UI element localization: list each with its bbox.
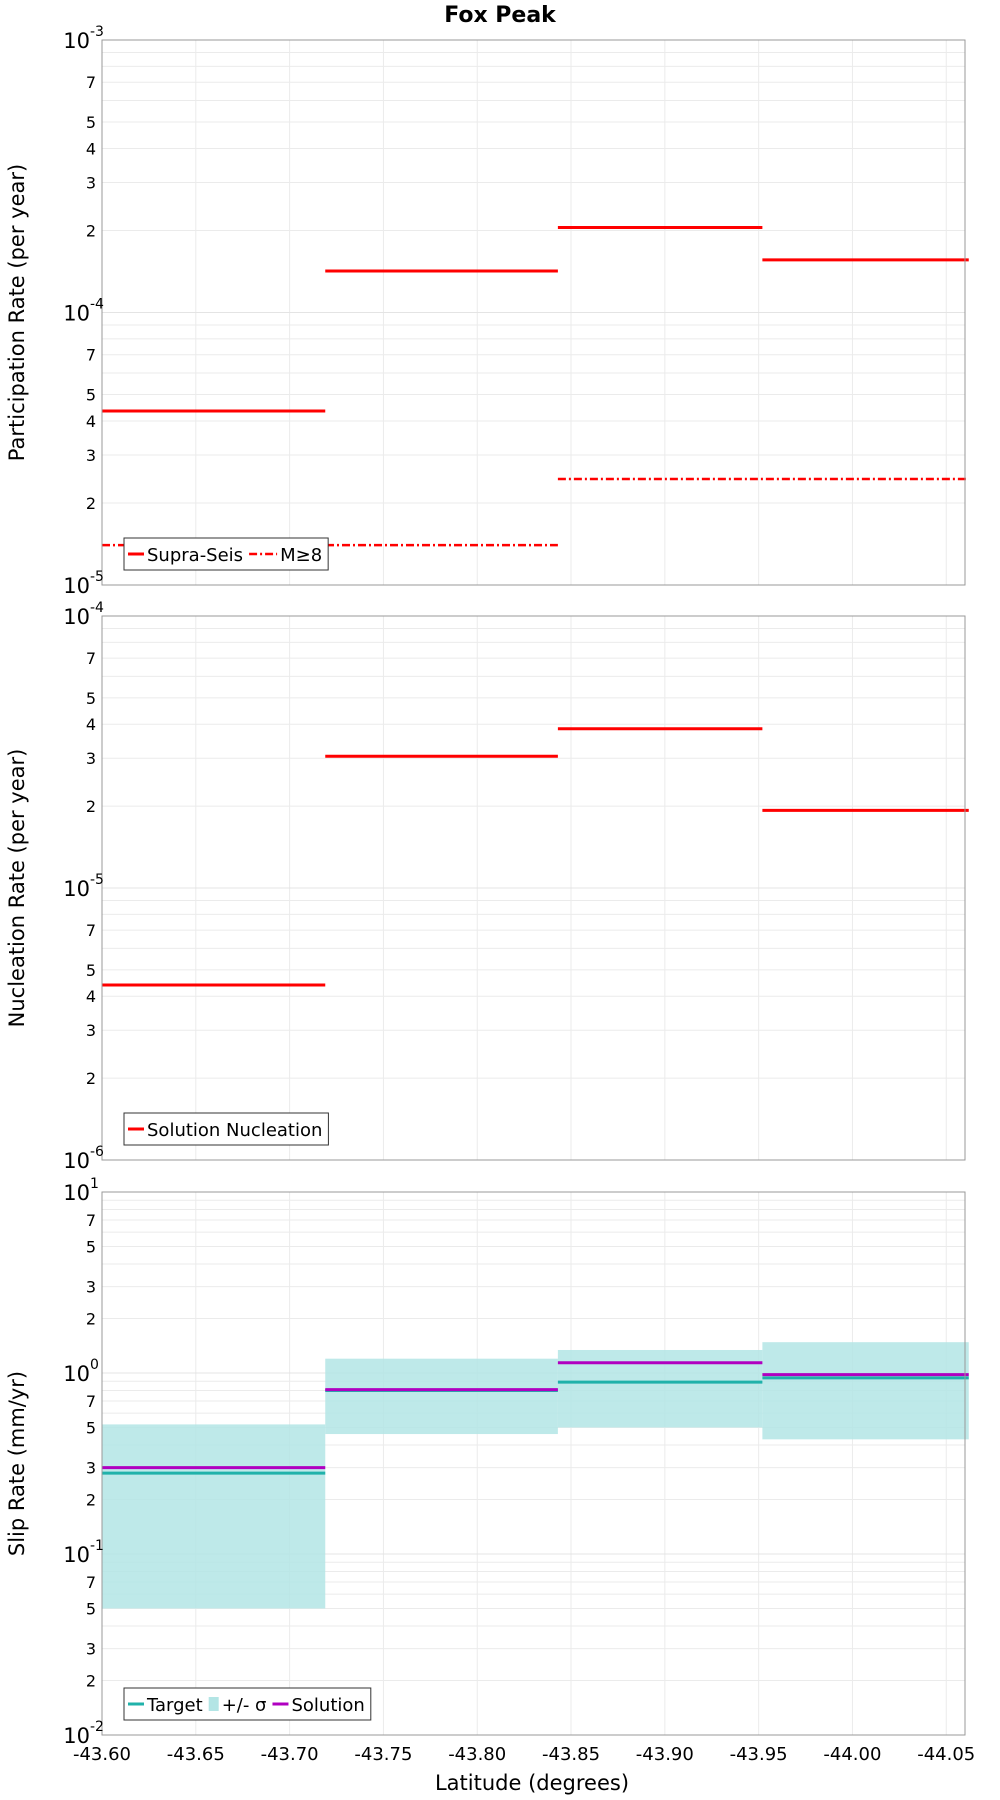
uncertainty-band (762, 1342, 969, 1440)
x-tick-label: -43.80 (448, 1744, 506, 1765)
y-axis-label: Slip Rate (mm/yr) (5, 1371, 29, 1556)
y-tick-label: 3 (86, 749, 96, 768)
y-tick-label: 10 (63, 1181, 90, 1205)
y-tick-label: 5 (86, 1418, 96, 1437)
y-tick-label: 10 (63, 1362, 90, 1386)
legend-box (123, 537, 329, 571)
y-tick-label: 3 (86, 446, 96, 465)
legend-label: Supra-Seis (147, 545, 243, 566)
legend: Solution Nucleation (123, 1112, 329, 1146)
y-tick-exponent: 0 (90, 1357, 99, 1373)
y-tick-label: 10 (63, 1543, 90, 1567)
y-tick-label: 2 (86, 797, 96, 816)
y-tick-label: 7 (86, 346, 96, 365)
legend-label: M≥8 (280, 545, 322, 566)
y-tick-label: 2 (86, 494, 96, 513)
x-axis-label: Latitude (degrees) (435, 1771, 629, 1795)
y-tick-label: 7 (86, 1573, 96, 1592)
y-tick-label: 7 (86, 649, 96, 668)
plot-frame (101, 1191, 966, 1736)
y-tick-label: 5 (86, 113, 96, 132)
y-axis-label: Nucleation Rate (per year) (5, 749, 29, 1028)
y-tick-exponent: -4 (90, 297, 104, 313)
y-tick-label: 3 (86, 173, 96, 192)
x-axis: -43.60 -43.65 -43.70 -43.75 -43.80 -43.85 -43.… (73, 1744, 975, 1765)
y-tick-label: 2 (86, 1310, 96, 1329)
legend: Supra-Seis M≥8 (123, 537, 329, 571)
y-tick-label: 10 (63, 302, 90, 326)
y-tick-label: 2 (86, 1069, 96, 1088)
y-tick-label: 5 (86, 961, 96, 980)
uncertainty-band (325, 1358, 558, 1435)
y-tick-label: 10 (63, 29, 90, 53)
y-tick-label: 7 (86, 1211, 96, 1230)
y-tick-label: 10 (63, 1149, 90, 1173)
y-tick-label: 3 (86, 1640, 96, 1659)
y-tick-exponent: -3 (90, 24, 104, 40)
y-tick-label: 2 (86, 1491, 96, 1510)
y-tick-label: 7 (86, 73, 96, 92)
y-tick-label: 2 (86, 221, 96, 240)
y-tick-label: 3 (86, 1459, 96, 1478)
x-tick-label: -43.60 (73, 1744, 131, 1765)
y-tick-exponent: -2 (90, 1719, 104, 1735)
y-tick-label: 10 (63, 877, 90, 901)
y-tick-label: 10 (63, 574, 90, 598)
x-tick-label: -43.75 (354, 1744, 412, 1765)
y-tick-label: 4 (86, 987, 96, 1006)
uncertainty-band (102, 1424, 326, 1609)
x-tick-label: -44.05 (917, 1744, 975, 1765)
legend-box (123, 1112, 329, 1146)
y-tick-label: 7 (86, 1392, 96, 1411)
legend-label: Solution (291, 1695, 364, 1716)
legend: Target +/- σ Solution (123, 1687, 372, 1721)
y-tick-label: 2 (86, 1672, 96, 1691)
legend-swatch (208, 1697, 219, 1711)
y-tick-label: 5 (86, 1237, 96, 1256)
x-tick-label: -43.85 (542, 1744, 600, 1765)
y-tick-label: 5 (86, 386, 96, 405)
plot-frame (101, 39, 966, 586)
y-tick-label: 5 (86, 689, 96, 708)
y-tick-label: 3 (86, 1021, 96, 1040)
y-tick-label: 5 (86, 1599, 96, 1618)
y-tick-exponent: -4 (90, 600, 104, 616)
x-tick-label: -43.90 (636, 1744, 694, 1765)
y-tick-label: 10 (63, 1724, 90, 1748)
legend-box (123, 1687, 372, 1721)
y-tick-exponent: -6 (90, 1144, 104, 1160)
y-tick-label: 10 (63, 605, 90, 629)
y-axis-label: Participation Rate (per year) (5, 164, 29, 461)
y-tick-label: 4 (86, 139, 96, 158)
y-tick-exponent: -1 (90, 1538, 104, 1554)
y-tick-label: 4 (86, 412, 96, 431)
x-tick-label: -43.65 (167, 1744, 225, 1765)
y-tick-label: 3 (86, 1278, 96, 1297)
legend-label: +/- σ (222, 1695, 267, 1716)
y-tick-label: 7 (86, 921, 96, 940)
x-tick-label: -44.00 (823, 1744, 881, 1765)
plot-frame (101, 615, 966, 1161)
y-tick-exponent: 1 (90, 1176, 99, 1192)
x-tick-label: -43.70 (261, 1744, 319, 1765)
legend-label: Target (146, 1695, 203, 1716)
y-tick-label: 4 (86, 715, 96, 734)
legend-label: Solution Nucleation (147, 1120, 322, 1141)
y-tick-exponent: -5 (90, 569, 104, 585)
chart-title: Fox Peak (444, 3, 557, 28)
x-tick-label: -43.95 (730, 1744, 788, 1765)
y-tick-exponent: -5 (90, 872, 104, 888)
